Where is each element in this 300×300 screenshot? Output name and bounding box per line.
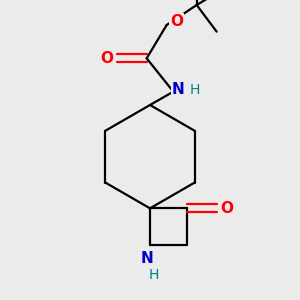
Text: O: O xyxy=(220,201,233,216)
Text: O: O xyxy=(170,14,183,29)
Text: H: H xyxy=(148,268,158,282)
Text: O: O xyxy=(100,51,113,66)
Text: N: N xyxy=(172,82,185,98)
Text: H: H xyxy=(190,83,200,97)
Text: N: N xyxy=(140,251,153,266)
